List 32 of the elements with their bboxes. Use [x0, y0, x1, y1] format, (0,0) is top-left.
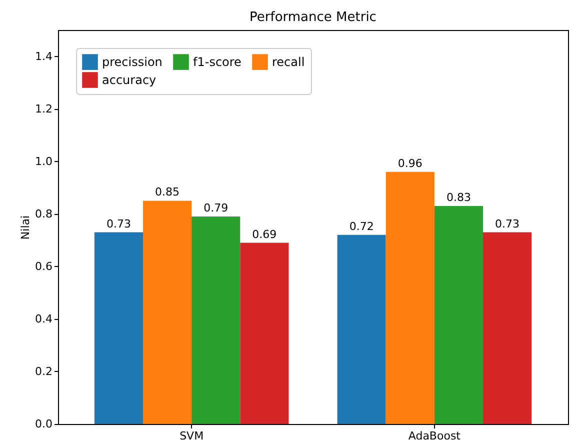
bar: [143, 200, 192, 424]
bar: [386, 172, 434, 424]
data-label: 0.96: [398, 156, 422, 170]
y-tick-label: 1.2: [35, 102, 52, 116]
y-axis-title: Nilai: [19, 215, 32, 240]
bar: [94, 232, 143, 424]
x-tick-label: AdaBoost: [408, 430, 462, 442]
legend-label: recall: [272, 55, 305, 70]
data-label: 0.79: [204, 201, 228, 214]
y-tick-label: 0.0: [35, 418, 52, 430]
y-tick-label: 0.4: [35, 312, 52, 326]
bar: [240, 242, 289, 424]
data-label: 0.73: [106, 217, 131, 230]
bar: [434, 206, 483, 424]
x-tick-label: SVM: [180, 430, 204, 442]
data-label: 0.72: [349, 220, 374, 233]
legend-label: accuracy: [102, 73, 156, 87]
data-label: 0.73: [495, 217, 520, 230]
chart-title: Performance Metric: [250, 10, 376, 25]
bar: [483, 232, 532, 424]
y-tick-label: 1.0: [35, 154, 52, 168]
legend-label: f1-score: [193, 55, 242, 70]
bar: [337, 234, 386, 424]
data-label: 0.83: [446, 190, 471, 204]
y-tick-label: 0.8: [35, 207, 52, 220]
legend-label: precission: [102, 55, 162, 70]
y-tick-label: 1.4: [35, 50, 52, 63]
data-label: 0.69: [252, 228, 277, 241]
bar: [192, 216, 240, 424]
data-label: 0.85: [155, 186, 180, 199]
y-tick-label: 0.2: [35, 364, 52, 378]
y-tick-label: 0.6: [35, 260, 52, 273]
